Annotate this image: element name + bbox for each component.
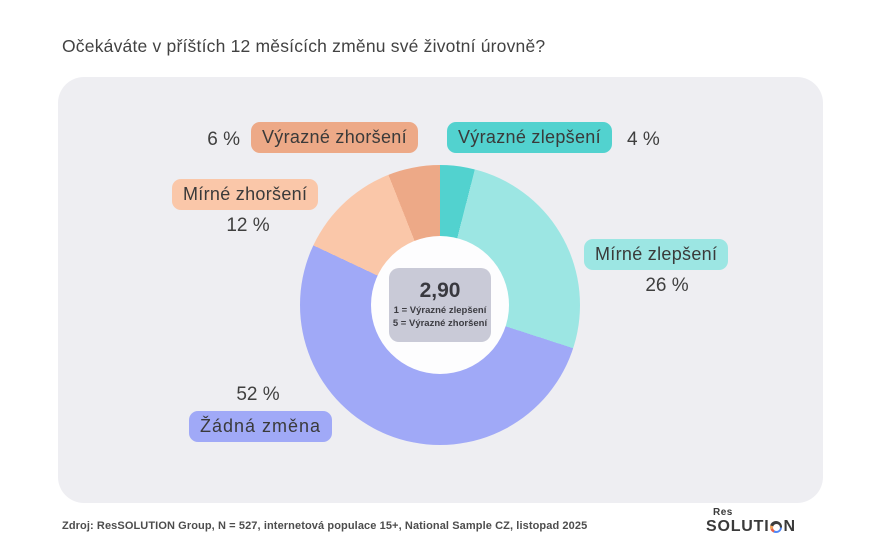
scale-note-bottom: 5 = Výrazné zhoršení xyxy=(392,317,488,329)
pct-vyrazne-zlepseni: 4 % xyxy=(627,129,660,150)
logo-text-res: Res xyxy=(713,507,733,518)
pct-mirne-zhorseni: 12 % xyxy=(226,215,270,236)
segment-pill-mirne-zhorseni: Mírné zhoršení xyxy=(172,179,319,210)
logo-ring-o-icon xyxy=(770,521,783,533)
pct-zadna-zmena: 52 % xyxy=(236,384,280,405)
scale-note-top: 1 = Výrazné zlepšení xyxy=(393,305,487,317)
logo-text-solution: SOLUTI N xyxy=(706,519,826,535)
source-note: Zdroj: ResSOLUTION Group, N = 527, inter… xyxy=(62,520,588,532)
chart-title: Očekáváte v příštích 12 měsících změnu s… xyxy=(62,36,546,56)
segment-pill-mirne-zlepseni: Mírné zlepšení xyxy=(584,239,729,270)
donut-chart: 2,90 1 = Výrazné zlepšení 5 = Výrazné zh… xyxy=(300,165,580,445)
pct-mirne-zlepseni: 26 % xyxy=(645,275,689,296)
donut-hole: 2,90 1 = Výrazné zlepšení 5 = Výrazné zh… xyxy=(371,236,509,374)
segment-pill-vyrazne-zlepseni: Výrazné zlepšení xyxy=(447,122,612,153)
chart-card: 2,90 1 = Výrazné zlepšení 5 = Výrazné zh… xyxy=(58,77,823,503)
logo-text-n: N xyxy=(783,518,796,535)
ressolution-logo: Res SOLUTI N xyxy=(706,507,826,535)
mean-score-value: 2,90 xyxy=(419,279,461,303)
segment-pill-vyrazne-zhorseni: Výrazné zhoršení xyxy=(251,122,418,153)
mean-score-box: 2,90 1 = Výrazné zlepšení 5 = Výrazné zh… xyxy=(389,268,491,342)
logo-text-soluti: SOLUTI xyxy=(706,518,770,535)
pct-vyrazne-zhorseni: 6 % xyxy=(207,129,240,150)
segment-pill-zadna-zmena: Žádná změna xyxy=(189,411,333,442)
